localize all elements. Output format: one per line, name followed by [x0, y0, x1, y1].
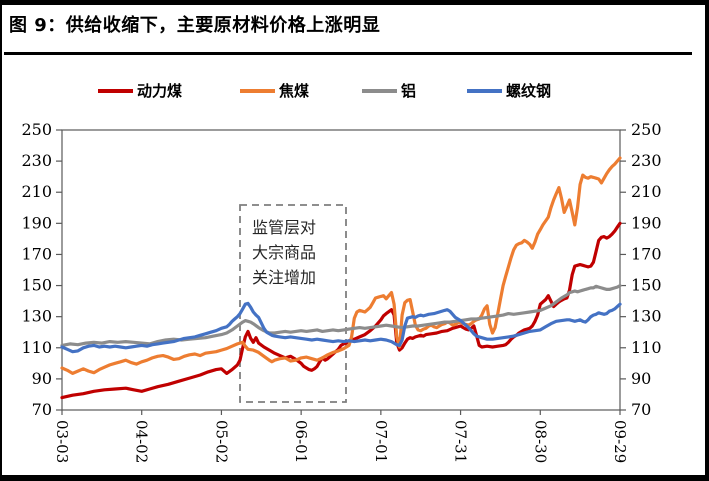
legend-label-thermal-coal: 动力煤 [137, 82, 183, 100]
y-axis-label-left: 210 [21, 182, 52, 201]
x-axis-label: 04-02 [133, 420, 151, 463]
y-axis-label-right: 70 [631, 400, 651, 419]
y-axis-label-left: 90 [32, 369, 52, 388]
y-axis-label-left: 170 [21, 244, 52, 263]
y-axis-label-right: 110 [631, 338, 662, 357]
legend-swatch-rebar [467, 88, 502, 93]
legend-item-thermal-coal: 动力煤 [98, 80, 182, 101]
y-axis-label-right: 250 [631, 120, 662, 139]
legend-item-aluminum: 铝 [362, 80, 416, 101]
x-axis-label: 07-31 [452, 420, 470, 463]
annotation-text-line: 大宗商品 [252, 243, 316, 262]
y-axis-label-left: 110 [21, 338, 52, 357]
y-axis-label-right: 210 [631, 182, 662, 201]
y-axis-label-left: 230 [21, 151, 52, 170]
y-axis-label-left: 150 [21, 276, 52, 295]
series-line-aluminum [60, 284, 622, 347]
series-line-rebar [60, 301, 622, 354]
y-axis-label-left: 130 [21, 307, 52, 326]
y-axis-label-right: 170 [631, 244, 662, 263]
annotation-text-line: 关注增加 [252, 268, 316, 287]
y-axis-label-right: 230 [631, 151, 662, 170]
y-axis-label-left: 190 [21, 213, 52, 232]
figure-border-top [0, 0, 709, 5]
series-line-thermal-coal [60, 221, 622, 400]
y-axis-label-right: 90 [631, 369, 651, 388]
figure-border-bottom [0, 475, 709, 481]
x-axis-label: 09-29 [611, 420, 629, 463]
y-axis-label-left: 70 [32, 400, 52, 419]
legend-item-coking-coal: 焦煤 [240, 80, 309, 101]
y-axis-label-right: 130 [631, 307, 662, 326]
x-axis-label: 08-30 [531, 420, 549, 463]
series-line-coking-coal [60, 156, 622, 375]
legend-item-rebar: 螺纹钢 [467, 80, 551, 101]
annotation-box [239, 204, 347, 403]
y-axis-label-right: 150 [631, 276, 662, 295]
x-axis-label: 06-01 [292, 420, 310, 463]
figure-title: 图 9：供给收缩下，主要原材料价格上涨明显 [9, 15, 381, 36]
y-axis-label-right: 190 [631, 213, 662, 232]
legend-label-rebar: 螺纹钢 [506, 82, 552, 100]
legend-swatch-thermal-coal [98, 88, 133, 93]
figure-border-right [705, 0, 709, 481]
x-axis-label: 07-01 [372, 420, 390, 463]
legend-label-coking-coal: 焦煤 [279, 82, 310, 100]
x-axis-label: 03-03 [53, 420, 71, 463]
figure-border-left [0, 0, 2, 481]
legend-swatch-aluminum [362, 88, 397, 93]
legend-swatch-coking-coal [240, 88, 275, 93]
annotation-text-line: 监管层对 [252, 218, 316, 237]
legend-label-aluminum: 铝 [401, 82, 417, 100]
plot-frame [61, 129, 621, 411]
x-axis-label: 05-02 [212, 420, 230, 463]
title-divider-line [4, 52, 692, 55]
y-axis-label-left: 250 [21, 120, 52, 139]
